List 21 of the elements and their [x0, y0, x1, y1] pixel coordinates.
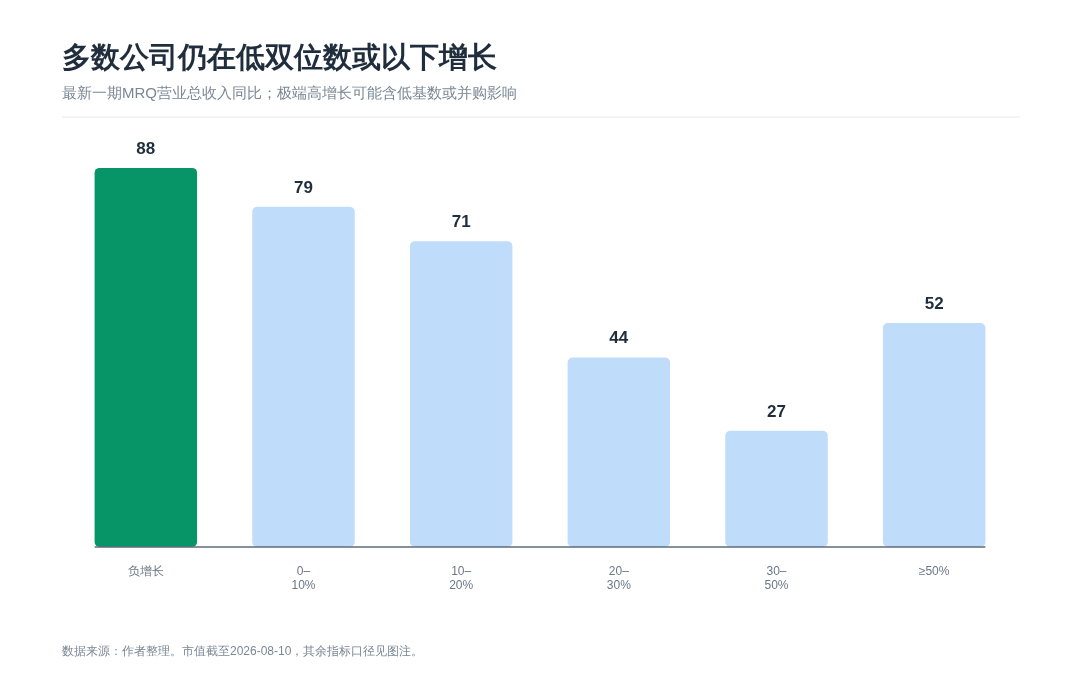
- chart-title: 多数公司仍在低双位数或以下增长: [62, 41, 497, 73]
- bar: [409, 241, 513, 547]
- x-tick-label: 负增长: [127, 564, 164, 578]
- data-label: 44: [609, 328, 629, 348]
- data-label: 27: [767, 401, 786, 421]
- bar: [252, 206, 355, 547]
- source-note: 数据来源：作者整理。市值截至2026-08-10，其余指标口径见图注。: [62, 644, 424, 658]
- data-label: 88: [136, 138, 156, 158]
- bar: [725, 430, 828, 547]
- data-label: 52: [924, 293, 944, 313]
- data-label: 79: [294, 177, 313, 197]
- bar: [94, 167, 198, 547]
- x-tick-label: 30–50%: [764, 564, 789, 592]
- bar: [882, 322, 986, 547]
- x-tick-label: 0–10%: [291, 564, 316, 592]
- x-tick-label: ≥50%: [918, 564, 950, 578]
- chart-subtitle: 最新一期MRQ营业总收入同比；极端高增长可能含低基数或并购影响: [62, 84, 517, 101]
- x-tick-label: 10–20%: [449, 564, 474, 592]
- data-label: 71: [451, 212, 471, 232]
- x-tick-label: 20–30%: [606, 564, 632, 592]
- bar: [567, 357, 671, 547]
